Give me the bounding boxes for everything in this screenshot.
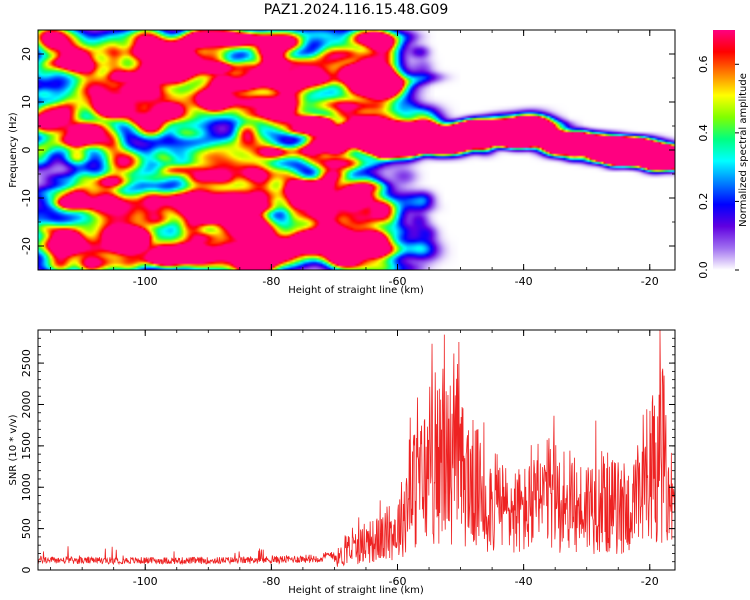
spectrogram-y-tick-label: -10 xyxy=(20,189,33,207)
figure-title: PAZ1.2024.116.15.48.G09 xyxy=(264,2,449,18)
snr-y-tick-label: 0 xyxy=(20,567,33,574)
snr-y-tick-label: 2000 xyxy=(20,390,33,418)
spectrogram-y-axis-label: Frequency (Hz) xyxy=(8,112,19,188)
snr-x-tick-label: -80 xyxy=(262,575,280,588)
snr-frame xyxy=(37,329,676,571)
snr-x-tick-label: -100 xyxy=(133,575,158,588)
colorbar-tick-label: 0.6 xyxy=(697,56,710,74)
snr-x-tick-label: -60 xyxy=(389,575,407,588)
spectrogram-x-tick-label: -40 xyxy=(515,275,533,288)
spectrogram-heatmap xyxy=(38,30,675,270)
spectrogram-y-tick-label: 10 xyxy=(20,95,33,109)
snr-x-axis-label: Height of straight line (km) xyxy=(288,585,424,596)
snr-y-tick-label: 2500 xyxy=(20,349,33,377)
colorbar: 0.0 0.2 0.4 0.6 Normalized spectral amplitu… xyxy=(697,30,749,279)
colorbar-tick-label: 0.2 xyxy=(697,193,710,211)
snr-y-tick-label: 1500 xyxy=(20,432,33,460)
snr-x-tick-label: -20 xyxy=(641,575,659,588)
colorbar-label: Normalized spectral amplitude xyxy=(738,73,749,227)
snr-y-tick-label: 500 xyxy=(20,518,33,539)
spectrogram-x-tick-label: -100 xyxy=(133,275,158,288)
snr-y-axis-label: SNR (10 * v/v) xyxy=(8,414,19,485)
spectrogram-y-tick-label: 0 xyxy=(20,147,33,154)
colorbar-tick-label: 0.4 xyxy=(697,124,710,142)
snr-ticks: -100 -80 -60 -40 -20 0 500 1000 1500 2000 2500 xyxy=(20,329,675,588)
colorbar-tick-label: 0.0 xyxy=(697,261,710,279)
spectrogram-x-tick-label: -20 xyxy=(641,275,659,288)
colorbar-ticks: 0.0 0.2 0.4 0.6 xyxy=(697,56,739,279)
snr-series-line xyxy=(37,329,676,567)
colorbar-gradient xyxy=(713,30,735,270)
snr-x-tick-label: -40 xyxy=(515,575,533,588)
spectrogram-x-tick-label: -60 xyxy=(389,275,407,288)
snr-y-tick-label: 1000 xyxy=(20,473,33,501)
spectrogram-y-tick-label: 20 xyxy=(20,47,33,61)
spectrogram-x-axis-label: Height of straight line (km) xyxy=(288,285,424,296)
snr-panel: -100 -80 -60 -40 -20 0 500 1000 1500 2000 2500 Hei… xyxy=(8,329,676,596)
spectrogram-y-tick-label: -20 xyxy=(20,237,33,255)
spectrogram-x-tick-label: -80 xyxy=(262,275,280,288)
